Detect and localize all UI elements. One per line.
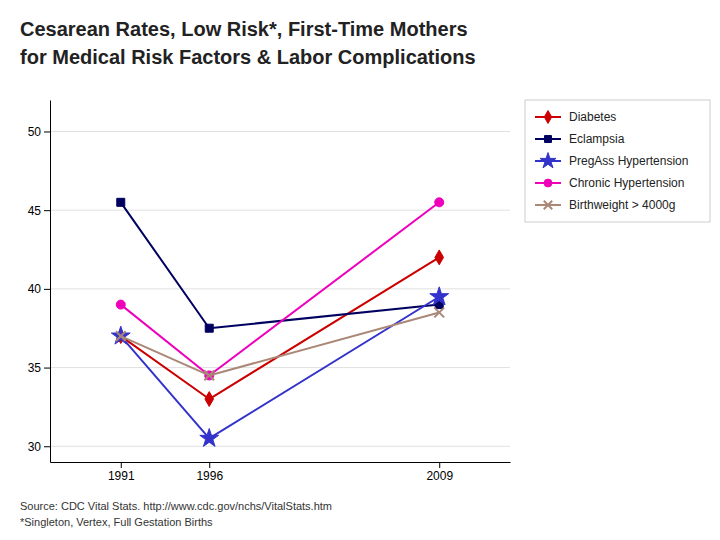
tick-label: 45 <box>28 204 42 218</box>
legend: Diabetes Eclampsia PregAss Hypertension Chr… <box>525 100 710 222</box>
legend-item: Diabetes <box>535 110 616 124</box>
tick-label: 35 <box>28 361 42 375</box>
y-axis: 30 35 40 45 50 <box>28 101 51 463</box>
legend-frame <box>525 100 710 222</box>
axis-line <box>50 101 51 463</box>
line <box>121 202 439 328</box>
legend-label: Chronic Hypertension <box>569 176 684 190</box>
tick-mark <box>44 446 50 447</box>
grid <box>50 131 510 446</box>
point <box>111 326 130 344</box>
tick: 1991 <box>108 462 135 483</box>
point <box>434 308 444 318</box>
legend-item: PregAss Hypertension <box>535 153 688 169</box>
annotation: Source: CDC Vital Stats. http://www.cdc.… <box>20 500 332 512</box>
tick-mark <box>44 368 50 369</box>
tick-mark <box>44 131 50 132</box>
tick: 45 <box>28 204 50 218</box>
axis-line <box>51 462 511 463</box>
point <box>200 428 219 446</box>
grid-line <box>50 210 510 211</box>
legend-marker <box>545 136 552 143</box>
tick: 35 <box>28 361 50 375</box>
point <box>205 392 214 407</box>
legend-item: Eclampsia <box>535 132 625 146</box>
point <box>116 300 125 309</box>
point <box>430 287 449 305</box>
marks <box>111 198 448 447</box>
annotation: *Singleton, Vertex, Full Gestation Birth… <box>20 516 213 528</box>
tick-label: 1991 <box>108 469 135 483</box>
tick-mark <box>209 462 210 468</box>
tick-mark <box>121 462 122 468</box>
tick-label: 40 <box>28 282 42 296</box>
grid-line <box>50 367 510 368</box>
legend-label: Diabetes <box>569 110 616 124</box>
tick-mark <box>44 210 50 211</box>
series <box>116 198 443 380</box>
legend-item: Chronic Hypertension <box>535 176 684 190</box>
legend-label: Eclampsia <box>569 132 625 146</box>
tick-label: 30 <box>28 440 42 454</box>
legend-item: Birthweight > 4000g <box>535 198 675 212</box>
point <box>116 331 126 341</box>
subtitle: for Medical Risk Factors & Labor Complic… <box>20 46 476 68</box>
tick-label: 2009 <box>426 469 453 483</box>
plot: 1991 1996 2009 30 35 40 45 50 <box>28 101 511 483</box>
line <box>121 312 439 375</box>
legend-marker <box>544 179 552 187</box>
legend-label: PregAss Hypertension <box>569 154 688 168</box>
grid-line <box>50 131 510 132</box>
tick-label: 1996 <box>196 469 223 483</box>
point <box>205 324 213 332</box>
point <box>435 198 444 207</box>
line <box>121 297 439 439</box>
tick: 1996 <box>196 462 223 483</box>
series <box>116 250 443 407</box>
series <box>117 198 443 332</box>
grid-line <box>50 288 510 289</box>
tick-mark <box>439 462 440 468</box>
x-axis: 1991 1996 2009 <box>51 462 511 483</box>
point <box>435 250 444 265</box>
grid-line <box>50 446 510 447</box>
point <box>204 371 214 381</box>
line <box>121 257 439 399</box>
chart: Cesarean Rates, Low Risk*, First-Time Mo… <box>0 0 720 540</box>
legend-marker <box>544 201 552 209</box>
tick: 40 <box>28 282 50 296</box>
tick: 30 <box>28 440 50 454</box>
tick-label: 50 <box>28 125 42 139</box>
series <box>116 308 444 381</box>
series <box>111 287 448 447</box>
tick: 2009 <box>426 462 453 483</box>
tick-mark <box>44 289 50 290</box>
line <box>121 202 439 375</box>
legend-label: Birthweight > 4000g <box>569 198 675 212</box>
legend-marker <box>544 111 551 124</box>
tick: 50 <box>28 125 50 139</box>
legend-marker <box>540 153 556 168</box>
point <box>117 198 125 206</box>
title: Cesarean Rates, Low Risk*, First-Time Mo… <box>20 18 468 40</box>
